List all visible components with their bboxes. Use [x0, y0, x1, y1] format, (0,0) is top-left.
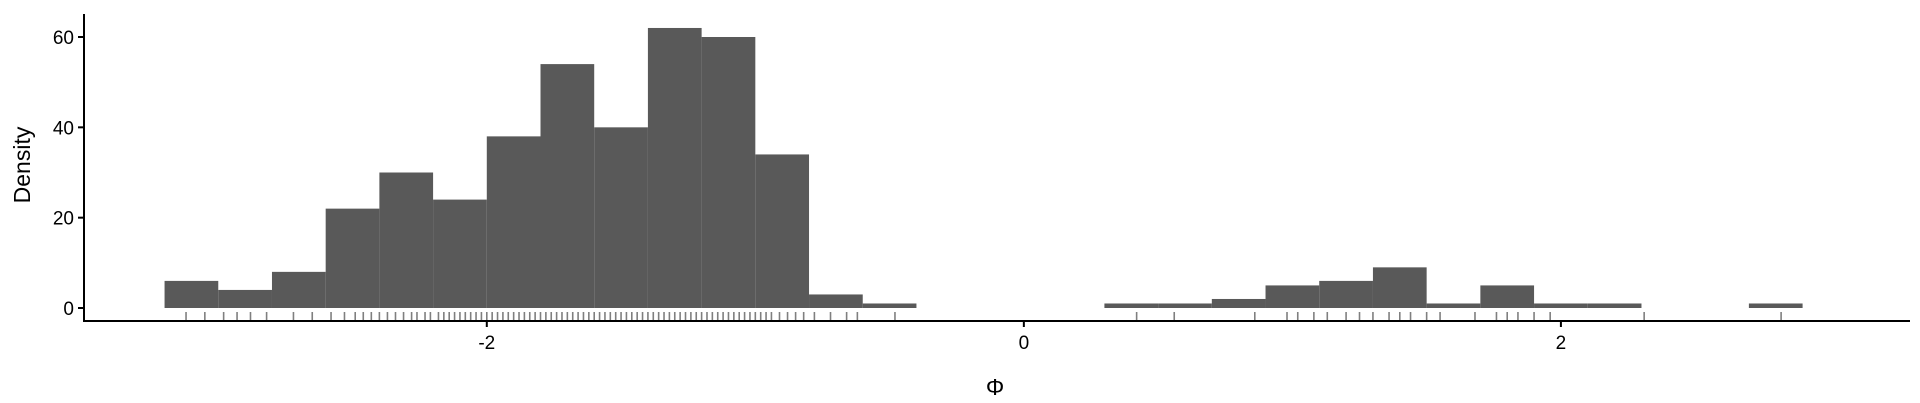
histogram-bar [1480, 285, 1535, 308]
histogram-bars [164, 27, 1803, 308]
histogram-bar [1534, 303, 1588, 308]
rug-marks [185, 312, 1782, 320]
histogram-bar [647, 27, 702, 308]
x-axis-ticks: -2 0 2 [478, 321, 1566, 354]
histogram-bar [1158, 303, 1212, 308]
y-axis-ticks: 0 20 40 60 [53, 28, 84, 320]
histogram-bar [755, 154, 810, 308]
histogram-bar [379, 172, 434, 308]
histogram-bar [218, 289, 272, 308]
histogram-bar [486, 136, 541, 308]
histogram-bar [809, 294, 863, 308]
y-tick-label: 40 [53, 118, 74, 139]
histogram-bar [1104, 303, 1159, 308]
histogram-bar [433, 199, 487, 308]
histogram-bar [1265, 285, 1320, 308]
histogram-bar [164, 280, 219, 308]
histogram-bar [594, 127, 648, 308]
histogram-bar [1748, 303, 1803, 308]
histogram-bar [540, 64, 595, 308]
x-tick-label: 0 [1019, 333, 1030, 354]
histogram-bar [701, 37, 756, 308]
histogram-bar [862, 303, 917, 308]
histogram-bar [1319, 280, 1373, 308]
histogram-bar [1211, 298, 1266, 308]
x-tick-label: -2 [478, 333, 495, 354]
x-axis-title: Φ [986, 374, 1004, 400]
histogram-bar [1372, 267, 1427, 308]
histogram-bar [325, 208, 380, 308]
y-axis-title: Density [9, 126, 35, 203]
y-tick-label: 60 [53, 28, 74, 49]
histogram-bar [271, 271, 326, 308]
histogram-bar [1587, 303, 1642, 308]
y-tick-label: 20 [53, 209, 74, 230]
x-tick-label: 2 [1556, 333, 1567, 354]
y-tick-label: 0 [63, 299, 74, 320]
histogram-bar [1426, 303, 1481, 308]
